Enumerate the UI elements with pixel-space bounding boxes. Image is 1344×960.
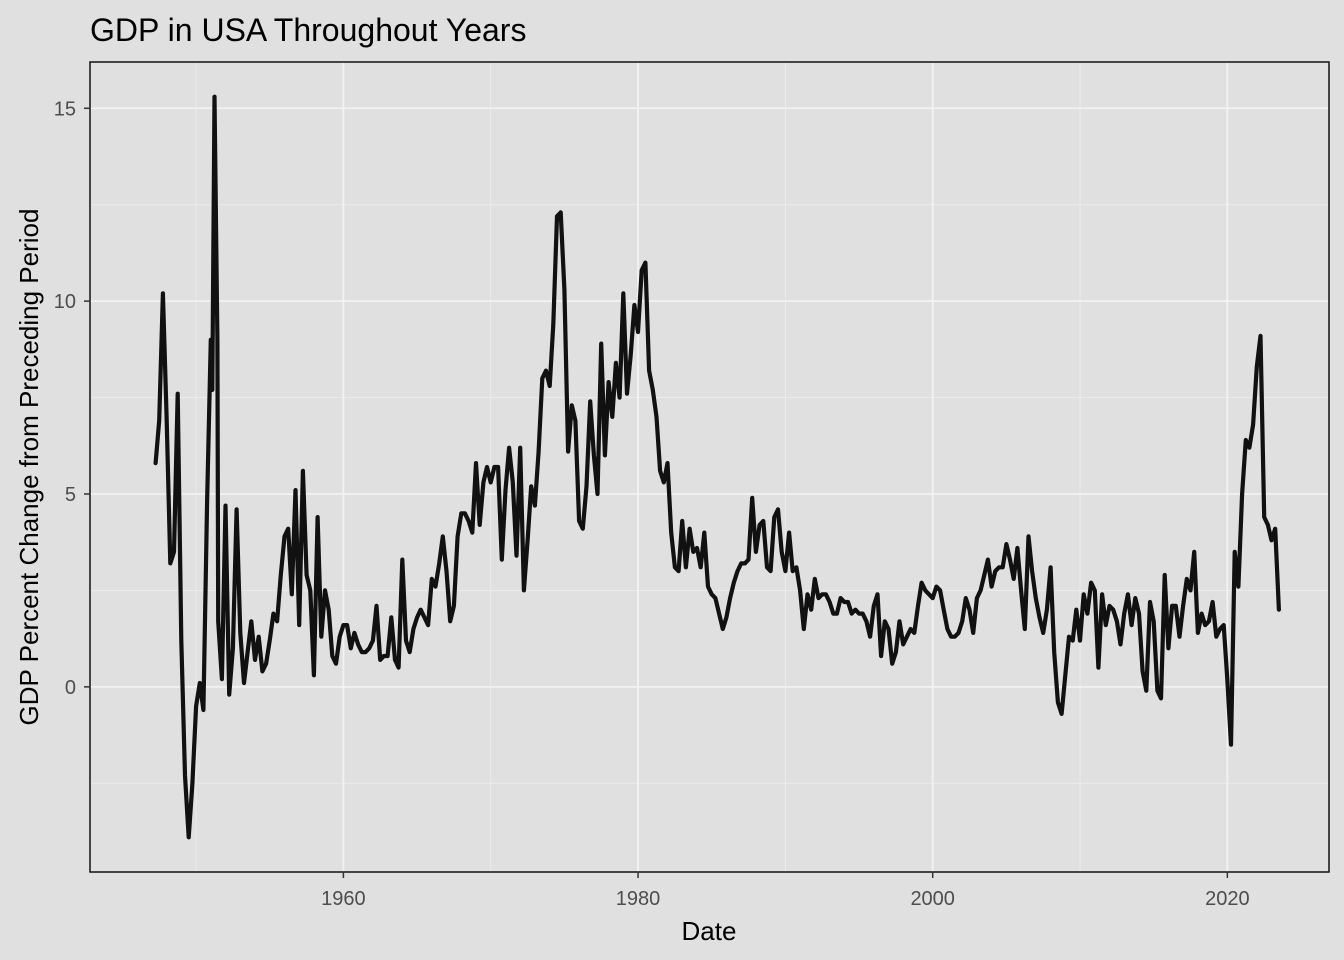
x-tick-label: 1960 <box>321 888 366 910</box>
x-tick-label: 2000 <box>910 888 955 910</box>
y-axis-title: GDP Percent Change from Preceding Period <box>14 209 44 726</box>
x-axis-ticks: 1960 1980 2000 2020 <box>321 872 1250 910</box>
x-axis-title: Date <box>682 916 737 946</box>
y-axis-ticks: 0 5 10 15 <box>54 98 90 699</box>
x-tick-label: 2020 <box>1205 888 1250 910</box>
y-tick-label: 5 <box>65 484 76 506</box>
plot-panel-border <box>89 61 1330 873</box>
y-tick-label: 0 <box>65 677 76 699</box>
y-tick-label: 15 <box>54 98 76 120</box>
y-tick-label: 10 <box>54 291 76 313</box>
chart-title: GDP in USA Throughout Years <box>90 12 526 48</box>
x-tick-label: 1980 <box>616 888 661 910</box>
gdp-series-line <box>153 94 1281 840</box>
